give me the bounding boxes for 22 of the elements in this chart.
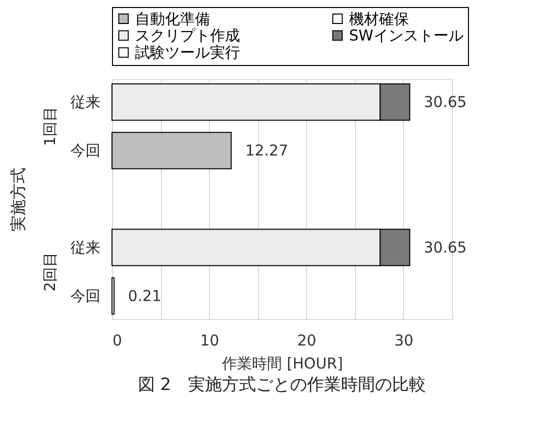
x-tick-label: 30 (394, 332, 414, 350)
y-axis-title: 実施方式 (8, 168, 28, 232)
x-tick-label: 0 (112, 332, 122, 350)
x-axis-title: 作業時間 [HOUR] (221, 354, 343, 372)
legend-label: 自動化準備 (135, 10, 210, 28)
x-tick-label: 10 (200, 332, 220, 350)
legend-label: 機材確保 (349, 10, 409, 28)
text: 図 2 実施方式ごとの作業時間の比較 (138, 375, 426, 395)
legend-label: SWインストール (349, 26, 464, 44)
x-tick-label: 20 (297, 332, 316, 350)
y-tick-label: 従来 (70, 93, 100, 112)
total-label: 0.21 (128, 286, 162, 305)
y-tick-label: 従来 (70, 238, 100, 256)
text: 1回目 (41, 106, 59, 146)
text: 2回目 (41, 252, 59, 292)
total-label: 30.65 (424, 238, 467, 256)
total-label: 30.65 (424, 93, 467, 112)
y-tick-label: 今回 (70, 286, 100, 305)
total-label: 12.27 (245, 142, 288, 160)
legend-label: スクリプト作成 (135, 26, 240, 44)
y-tick-label: 今回 (70, 142, 100, 160)
legend-label: 試験ツール実行 (135, 44, 240, 62)
